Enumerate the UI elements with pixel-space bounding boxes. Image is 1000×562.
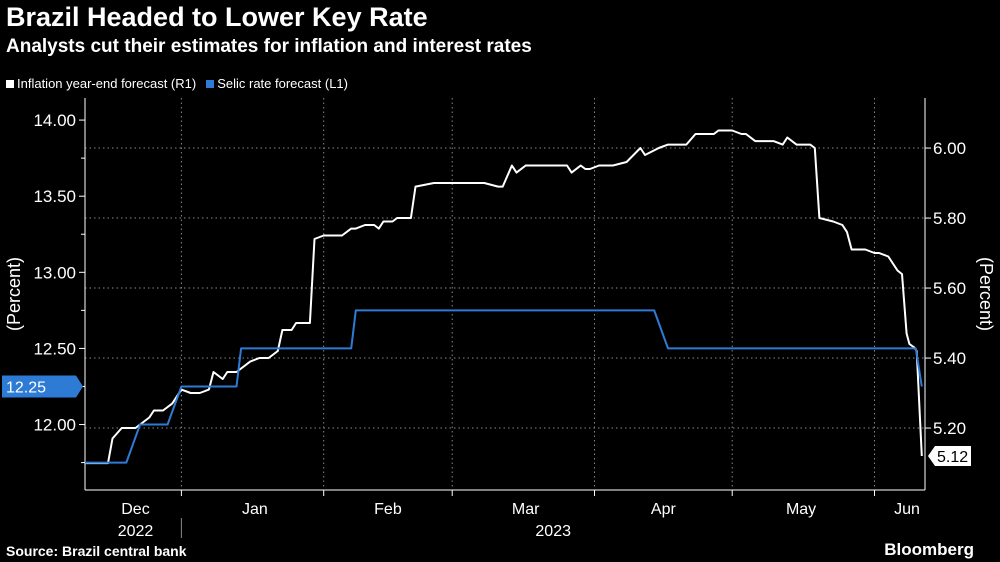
right-tick-label: 5.60 [933,279,966,298]
right-axis-label: (Percent) [976,257,996,331]
left-tick-label: 12.00 [33,416,76,435]
left-axis-label: (Percent) [4,257,24,331]
x-tick-label: Feb [374,501,402,518]
chart-title: Brazil Headed to Lower Key Rate [6,2,428,32]
right-tick-label: 5.40 [933,349,966,368]
left-tick-label: 13.50 [33,187,76,206]
selic-value-label: 12.25 [6,379,46,396]
legend-swatch-blue [206,79,215,88]
right-tick-label: 5.20 [933,419,966,438]
legend-item-inflation: Inflation year-end forecast (R1) [6,76,196,91]
left-tick-label: 12.50 [33,339,76,358]
left-tick-label: 13.00 [33,263,76,282]
year-label: 2022 [118,523,154,540]
inflation-value-label: 5.12 [937,449,968,466]
selic-value-badge [2,375,83,398]
source-note: Source: Brazil central bank [6,543,187,559]
legend-swatch-white [6,79,14,88]
x-tick-label: Mar [512,501,540,518]
inflation-value-badge [928,446,971,467]
legend: Inflation year-end forecast (R1) Selic r… [6,76,348,91]
right-tick-label: 6.00 [933,139,966,158]
bloomberg-logo: Bloomberg [884,540,974,559]
x-tick-label: Dec [121,501,149,518]
year-label: 2023 [535,523,571,540]
legend-item-selic: Selic rate forecast (L1) [206,76,348,91]
right-tick-label: 5.80 [933,209,966,228]
x-tick-label: Apr [651,501,677,518]
legend-label: Selic rate forecast (L1) [217,76,348,91]
series-line-selic [85,309,923,464]
left-tick-label: 14.00 [33,111,76,130]
legend-label: Inflation year-end forecast (R1) [17,76,197,91]
x-tick-label: Jan [242,501,268,518]
series-line-inflation [85,129,923,465]
x-tick-label: Jun [894,501,920,518]
chart-subtitle: Analysts cut their estimates for inflati… [6,36,532,57]
x-tick-label: May [786,501,816,518]
